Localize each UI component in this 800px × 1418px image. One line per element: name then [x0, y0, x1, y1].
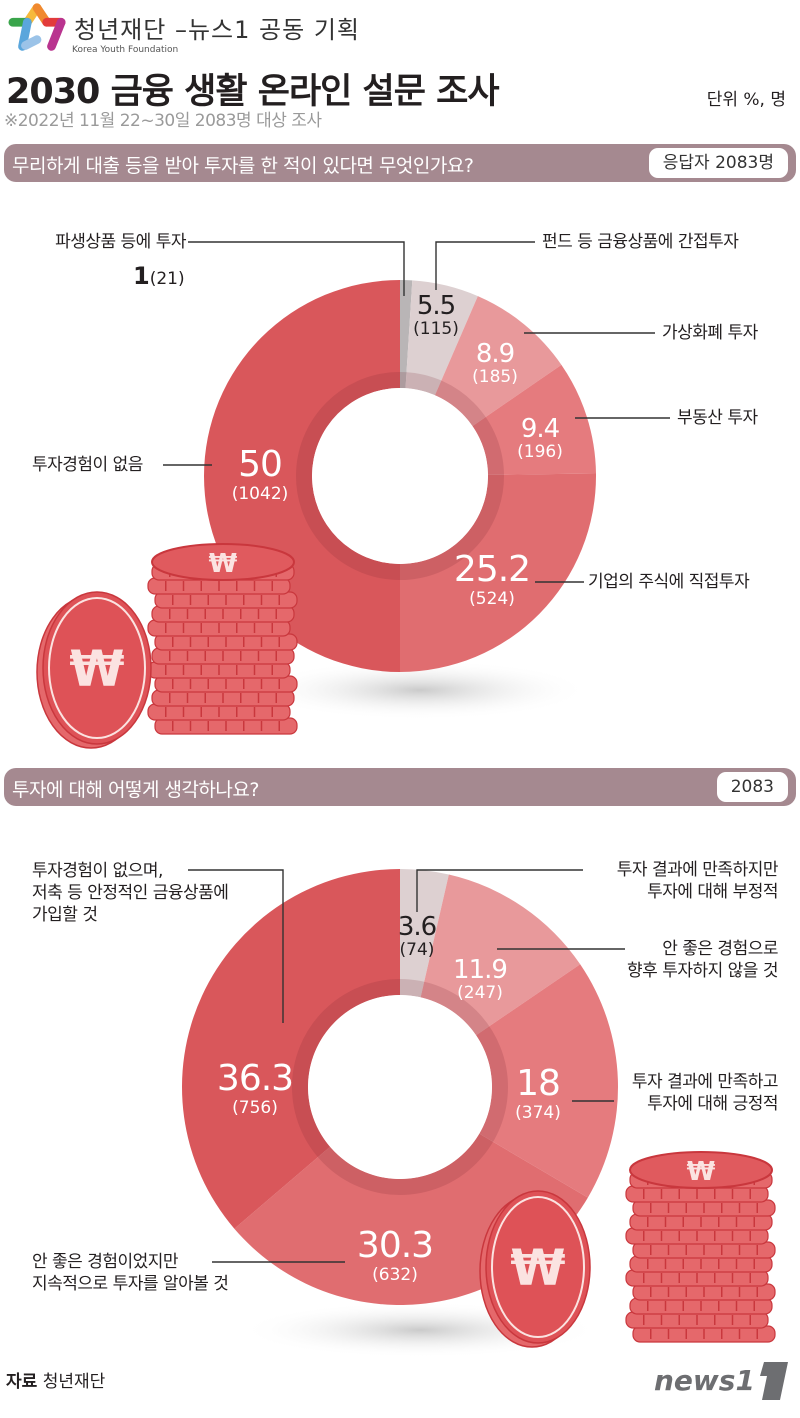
unit-label: 단위 %, 명 — [706, 90, 786, 110]
value-satisfied-positive: 18 (374) — [508, 1063, 568, 1124]
brand-english: Korea Youth Foundation — [72, 45, 179, 55]
crypto-count: (185) — [472, 367, 518, 387]
chart2-leader-lines — [188, 869, 625, 1263]
donut-chart-1 — [204, 280, 596, 672]
donut-slice — [400, 280, 413, 389]
respondents-badge-2: 2083 — [716, 772, 788, 802]
value-quit-investing: 11.9 (247) — [450, 957, 510, 1003]
page-title: 2030 금융 생활 온라인 설문 조사 — [6, 72, 500, 112]
collab-text: –뉴스1 공동 기획 — [174, 16, 360, 44]
stocks-count: (524) — [469, 589, 515, 609]
neg-line-1: 투자 결과에 만족하지만 — [616, 860, 779, 880]
coin-stack-illustration-1: ₩₩ — [36, 543, 298, 749]
cont-count: (632) — [372, 1265, 418, 1285]
donut-slice — [405, 280, 478, 396]
source-credit: 자료 청년재단 — [6, 1367, 105, 1392]
won-sign-icon: ₩ — [687, 1157, 716, 1187]
pos-pct: 18 — [516, 1063, 561, 1104]
save-line-1: 투자경험이 없으며, — [32, 861, 163, 881]
quit-count: (247) — [457, 983, 503, 1003]
value-no-experience: 50 (1042) — [220, 444, 300, 505]
neg-count: (74) — [399, 940, 435, 960]
donut-slice — [400, 473, 596, 672]
save-line-2: 저축 등 안정적인 금융상품에 — [32, 883, 229, 903]
news1-logo-icon: news1 — [654, 1362, 788, 1400]
quit-pct: 11.9 — [453, 955, 508, 985]
label-fund: 펀드 등 금융상품에 간접투자 — [542, 232, 739, 252]
cont-pct: 30.3 — [356, 1225, 434, 1266]
label-stocks: 기업의 주식에 직접투자 — [588, 572, 750, 592]
label-quit-investing: 안 좋은 경험으로 향후 투자하지 않을 것 — [590, 938, 778, 982]
none-count: (1042) — [231, 484, 289, 504]
none-pct: 50 — [238, 444, 283, 485]
value-realestate: 9.4 (196) — [510, 416, 570, 462]
chart1-shadow — [250, 660, 590, 720]
save-count: (756) — [232, 1098, 278, 1118]
fund-count: (115) — [413, 319, 459, 339]
label-satisfied-positive: 투자 결과에 만족하고 투자에 대해 긍정적 — [590, 1071, 779, 1115]
donut-inner-ring — [296, 372, 504, 580]
value-fund: 5.5 (115) — [406, 293, 466, 339]
donut-inner-ring — [292, 979, 508, 1195]
label-no-experience: 투자경험이 없음 — [32, 455, 143, 475]
survey-note: ※2022년 11월 22~30일 2083명 대상 조사 — [4, 111, 322, 131]
stocks-pct: 25.2 — [453, 549, 531, 590]
save-pct: 36.3 — [216, 1058, 294, 1099]
value-crypto: 8.9 (185) — [465, 341, 525, 387]
label-save-stable: 투자경험이 없으며, 저축 등 안정적인 금융상품에 가입할 것 — [32, 860, 229, 926]
pos-count: (374) — [515, 1103, 561, 1123]
value-save-stable: 36.3 (756) — [210, 1058, 300, 1119]
value-stocks: 25.2 (524) — [452, 549, 532, 610]
value-continue-investing: 30.3 (632) — [350, 1225, 440, 1286]
realestate-count: (196) — [517, 442, 563, 462]
crypto-pct: 8.9 — [475, 339, 515, 369]
source-value: 청년재단 — [42, 1372, 106, 1392]
donut-slice — [400, 869, 449, 998]
derivatives-pct: 1 — [133, 262, 150, 290]
cont-line-1: 안 좋은 경험이었지만 — [32, 1252, 179, 1272]
won-sign-icon: ₩ — [209, 549, 238, 579]
question-1-text: 무리하게 대출 등을 받아 투자를 한 적이 있다면 무엇인가요? — [12, 155, 474, 177]
value-derivatives: 1(21) — [133, 262, 185, 290]
won-sign-icon: ₩ — [510, 1239, 565, 1297]
donut-slice — [420, 874, 581, 1036]
coin-stack-illustration-2: ₩₩ — [479, 1151, 776, 1348]
label-realestate: 부동산 투자 — [677, 408, 758, 428]
label-continue-investing: 안 좋은 경험이었지만 지속적으로 투자를 알아볼 것 — [32, 1251, 229, 1295]
brand-title: 청년재단 –뉴스1 공동 기획 — [74, 10, 360, 45]
respondents-badge-1: 응답자 2083명 — [648, 148, 788, 178]
label-satisfied-negative: 투자 결과에 만족하지만 투자에 대해 부정적 — [560, 859, 779, 903]
neg-line-2: 투자에 대해 부정적 — [647, 882, 778, 902]
question-2-text: 투자에 대해 어떻게 생각하나요? — [12, 779, 259, 801]
donut-slice — [476, 964, 618, 1198]
donut-slice — [182, 869, 400, 1229]
donut-slice — [472, 364, 596, 475]
quit-line-2: 향후 투자하지 않을 것 — [627, 961, 778, 981]
question-bar-2: 투자에 대해 어떻게 생각하나요? 2083 — [4, 768, 796, 806]
label-derivatives: 파생상품 등에 투자 — [55, 232, 186, 252]
brand-name: 청년재단 — [74, 16, 167, 44]
fund-pct: 5.5 — [416, 291, 456, 321]
chart1-leader-lines — [163, 241, 670, 583]
pos-line-2: 투자에 대해 긍정적 — [647, 1094, 778, 1114]
save-line-3: 가입할 것 — [32, 905, 98, 925]
donut-hole — [308, 995, 492, 1179]
youth-foundation-logo-icon — [8, 3, 66, 51]
source-label: 자료 — [6, 1372, 38, 1392]
quit-line-1: 안 좋은 경험으로 — [662, 939, 778, 959]
cont-line-2: 지속적으로 투자를 알아볼 것 — [32, 1274, 229, 1294]
realestate-pct: 9.4 — [520, 414, 560, 444]
neg-pct: 3.6 — [397, 912, 437, 942]
label-crypto: 가상화폐 투자 — [662, 323, 758, 343]
won-sign-icon: ₩ — [69, 640, 124, 698]
derivatives-count: (21) — [149, 269, 185, 289]
donut-hole — [312, 388, 488, 564]
question-bar-1: 무리하게 대출 등을 받아 투자를 한 적이 있다면 무엇인가요? 응답자 20… — [4, 144, 796, 182]
value-satisfied-negative: 3.6 (74) — [390, 914, 444, 960]
news1-logo-text: news1 — [654, 1364, 755, 1397]
pos-line-1: 투자 결과에 만족하고 — [631, 1072, 779, 1092]
donut-slice — [434, 296, 562, 427]
